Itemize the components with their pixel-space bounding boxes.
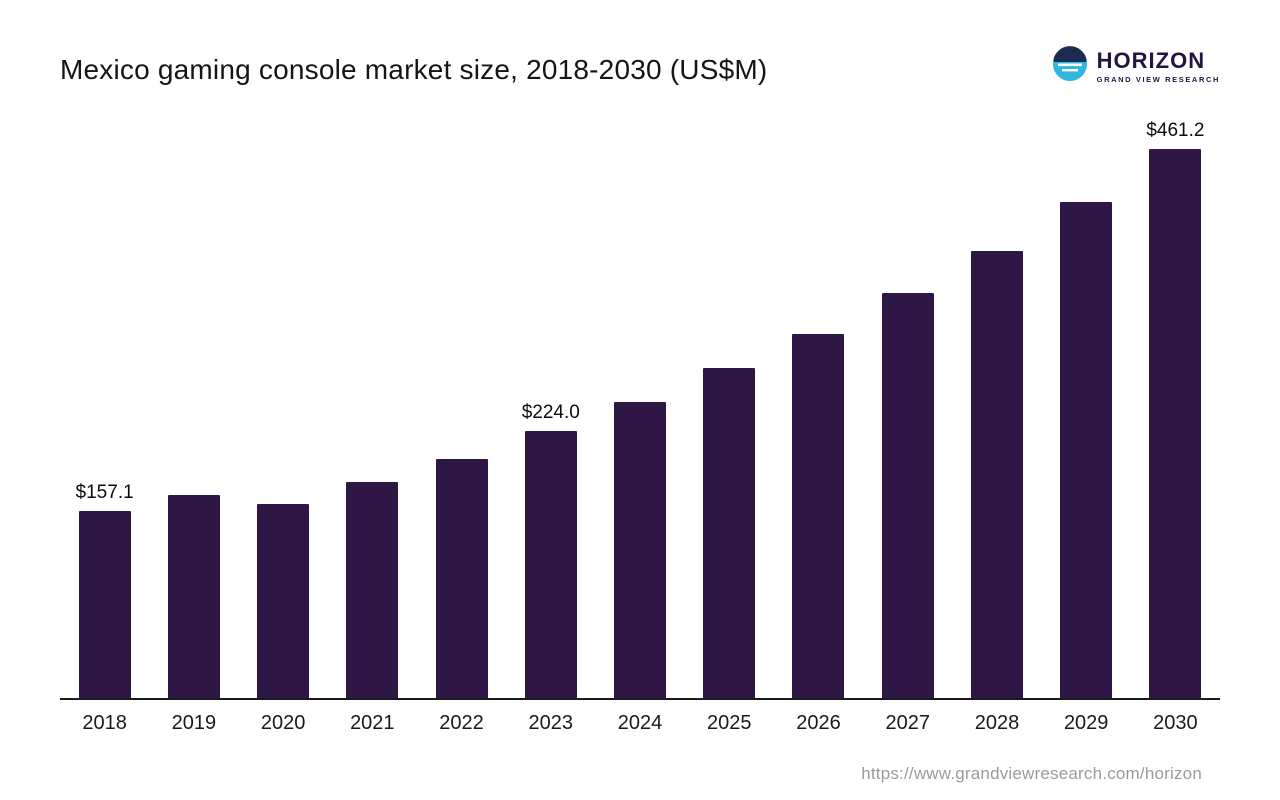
x-axis-labels: 2018 2019 2020 2021 2022 2023 2024 2025 2026 2027…	[60, 712, 1220, 735]
x-axis-tick-label: 2027	[885, 712, 930, 734]
x-axis-tick-label: 2025	[707, 712, 752, 734]
x-axis-tick-label: 2030	[1153, 712, 1198, 734]
bar-column	[774, 120, 863, 698]
plot-area: $157.1 $224.0 $461.2	[60, 120, 1220, 700]
bar	[435, 458, 488, 698]
bar-column	[1042, 120, 1131, 698]
bar	[167, 495, 220, 698]
x-axis-tick-label: 2024	[617, 712, 663, 734]
logo-text: HORIZON GRAND VIEW RESEARCH	[1096, 47, 1220, 84]
x-axis-tick-label: 2023	[528, 712, 574, 734]
x-axis-tick-label: 2022	[439, 712, 484, 734]
bar-column	[149, 120, 238, 698]
chart-title: Mexico gaming console market size, 2018-…	[60, 54, 768, 85]
bar-column	[863, 120, 952, 698]
bar-value-label: $461.2	[1146, 120, 1205, 141]
horizon-circle-icon	[1052, 46, 1088, 87]
x-axis-tick-label: 2020	[260, 712, 306, 734]
bar-column: $461.2	[1131, 120, 1220, 698]
bar	[346, 481, 399, 698]
brand-logo: HORIZON GRAND VIEW RESEARCH	[1052, 46, 1220, 87]
x-axis-tick-label: 2018	[82, 712, 127, 734]
bar-column	[328, 120, 417, 698]
x-axis-tick-label: 2019	[171, 712, 217, 734]
bar-value-label: $224.0	[521, 402, 580, 424]
bar	[970, 250, 1023, 698]
logo-subtitle: GRAND VIEW RESEARCH	[1096, 74, 1220, 84]
x-axis-tick-label: 2021	[350, 712, 395, 734]
bar	[1060, 201, 1113, 698]
bar-column	[685, 120, 774, 698]
bar-column	[238, 120, 327, 698]
bar	[1149, 149, 1202, 698]
bar	[614, 402, 667, 698]
bar-column: $224.0	[506, 120, 595, 698]
bar	[881, 292, 934, 698]
x-axis-tick-label: 2029	[1063, 712, 1109, 734]
bar-column	[417, 120, 506, 698]
bar	[78, 510, 131, 698]
bar-value-label: $157.1	[75, 481, 134, 503]
bar	[792, 334, 845, 698]
chart-header: Mexico gaming console market size, 2018-…	[60, 46, 1220, 87]
x-axis-tick-label: 2026	[796, 712, 841, 734]
source-url: https://www.grandviewresearch.com/horizo…	[861, 764, 1202, 783]
bar	[257, 504, 310, 698]
x-axis-tick-label: 2028	[974, 712, 1020, 734]
bar-column: $157.1	[60, 120, 149, 698]
bar	[524, 431, 577, 698]
bar-column	[952, 120, 1041, 698]
bar	[703, 368, 756, 698]
logo-brand: HORIZON	[1096, 47, 1206, 73]
bar-column	[595, 120, 684, 698]
